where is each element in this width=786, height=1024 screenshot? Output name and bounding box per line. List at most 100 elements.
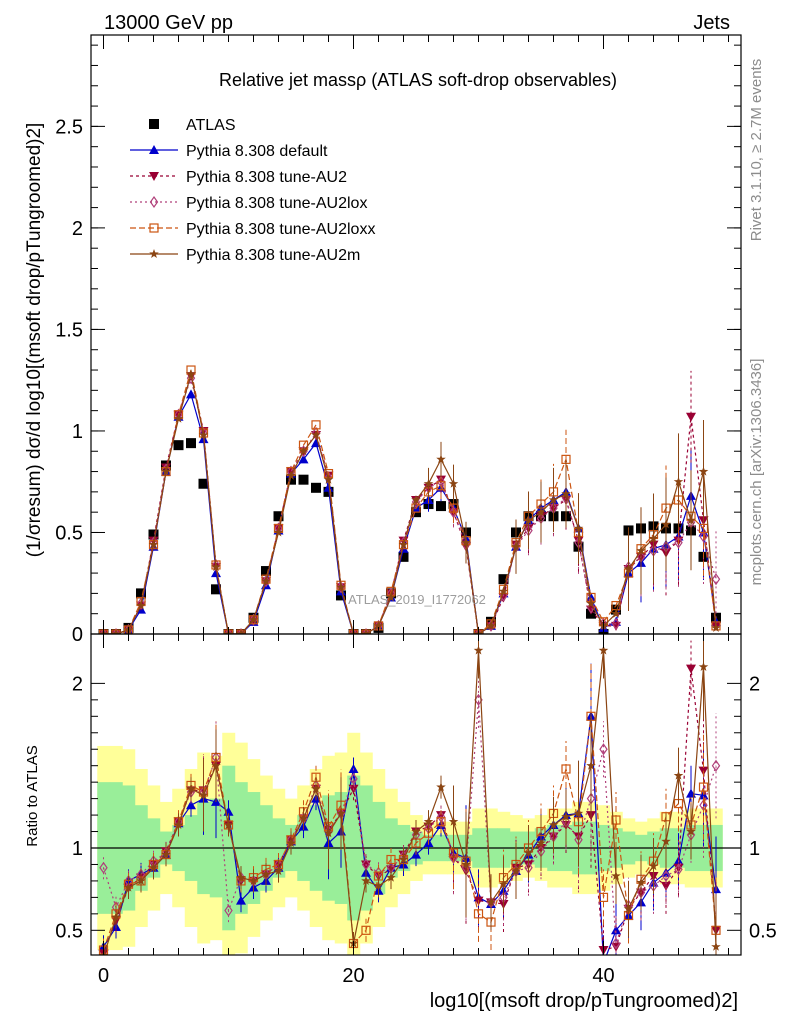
- series-point: [211, 562, 221, 571]
- legend-marker: [149, 195, 159, 209]
- legend-label: Pythia 8.308 tune-AU2: [186, 169, 347, 186]
- ratio-point: [598, 645, 609, 655]
- series-point: [536, 507, 546, 517]
- series-point: [111, 627, 121, 634]
- series-point: [561, 488, 571, 498]
- atlas-data-point: [298, 474, 309, 485]
- series-point: [273, 527, 284, 537]
- ratio-point: [486, 897, 496, 907]
- atlas-data-point: [198, 478, 209, 489]
- atlas-data-point: [336, 590, 346, 601]
- series-point: [261, 575, 271, 588]
- ratio-point: [411, 826, 421, 836]
- mcplots-label: mcplots.cern.ch [arXiv:1306.3436]: [748, 359, 765, 586]
- ratio-point: [561, 764, 571, 774]
- x-tick-label: 40: [592, 965, 614, 987]
- header-right: Jets: [693, 12, 730, 34]
- series-point: [411, 495, 421, 504]
- ratio-point: [698, 790, 709, 800]
- ratio-point: [224, 904, 233, 917]
- ratio-point: [674, 863, 683, 876]
- series-point: [298, 454, 309, 464]
- ratio-point: [361, 875, 371, 885]
- ratio-point: [711, 759, 721, 772]
- ratio-point: [161, 849, 171, 859]
- ratio-point: [136, 875, 146, 885]
- series-point: [511, 541, 521, 551]
- ratio-point: [498, 879, 509, 889]
- ratio-point: [473, 909, 484, 919]
- series-point: [674, 536, 683, 549]
- series-point: [386, 592, 396, 602]
- chart-title: Relative jet massρ (ATLAS soft-drop obse…: [219, 70, 617, 90]
- ratio-y-tick-label: 2: [72, 673, 83, 695]
- series-point: [448, 478, 459, 488]
- ratio-point: [636, 877, 646, 887]
- legend: ATLAS Pythia 8.308 default Pythia 8.308 tu…: [130, 117, 375, 264]
- series-point: [411, 495, 421, 509]
- series-point: [548, 495, 559, 504]
- series-point: [136, 600, 146, 610]
- ratio-point: [386, 872, 396, 882]
- ratio-point: [473, 645, 484, 655]
- ratio-point: [611, 871, 621, 880]
- x-tick-label: 0: [98, 965, 109, 987]
- atlas-data-point: [211, 584, 221, 595]
- ratio-point: [186, 800, 196, 810]
- series-point: [686, 515, 696, 525]
- ratio-point: [236, 895, 246, 905]
- legend-label: ATLAS: [186, 117, 236, 134]
- legend-label: Pythia 8.308 default: [186, 143, 328, 160]
- series-point: [236, 627, 246, 634]
- series-point: [323, 474, 334, 484]
- ratio-point: [236, 872, 246, 882]
- atlas-data-point: [273, 511, 284, 522]
- ratio-point: [711, 941, 721, 951]
- ratio-y-tick-label: 1: [72, 838, 83, 860]
- watermark: ATLAS_2019_I1772062: [348, 592, 486, 607]
- ratio-point: [511, 866, 521, 876]
- legend-marker: [149, 119, 159, 129]
- ratio-point: [673, 770, 684, 780]
- ratio-point: [349, 772, 358, 785]
- series-point: [573, 523, 584, 533]
- series-point: [673, 476, 684, 486]
- series-point: [99, 627, 108, 634]
- series-point: [349, 627, 358, 634]
- y-tick-label: 1: [72, 421, 83, 443]
- y-axis-label: (1/σresum) dσ/d log10[(msoft drop/pTungr…: [24, 123, 45, 558]
- series-point: [586, 592, 596, 602]
- ratio-point: [648, 861, 659, 871]
- ratio-axis-label: Ratio to ATLAS: [24, 745, 41, 846]
- atlas-data-point: [311, 482, 321, 493]
- series-point: [661, 519, 671, 529]
- ratio-point: [661, 881, 671, 891]
- ratio-point: [373, 880, 384, 890]
- atlas-data-point: [498, 574, 509, 585]
- series-point: [248, 614, 259, 624]
- ratio-point: [123, 882, 134, 892]
- ratio-point: [198, 790, 209, 800]
- ratio-point: [548, 820, 559, 829]
- series-point: [111, 629, 121, 634]
- ratio-point: [111, 912, 121, 922]
- atlas-data-point: [436, 501, 446, 512]
- series-point: [611, 621, 621, 631]
- ratio-point: [573, 808, 584, 818]
- series-point: [461, 537, 471, 547]
- series-point: [249, 613, 258, 626]
- ratio-series-line: [102, 668, 717, 954]
- series-point: [711, 622, 721, 632]
- series-point: [623, 564, 634, 574]
- series-point: [211, 568, 221, 578]
- series-point: [173, 413, 184, 423]
- series-point: [261, 576, 271, 586]
- ratio-point: [449, 851, 458, 864]
- y-tick-label: 0: [72, 624, 83, 646]
- series-point: [336, 581, 346, 594]
- ratio-y-tick-label: 0.5: [55, 920, 83, 942]
- ratio-point: [99, 861, 108, 874]
- series-point: [236, 629, 246, 634]
- atlas-data-point: [173, 440, 184, 451]
